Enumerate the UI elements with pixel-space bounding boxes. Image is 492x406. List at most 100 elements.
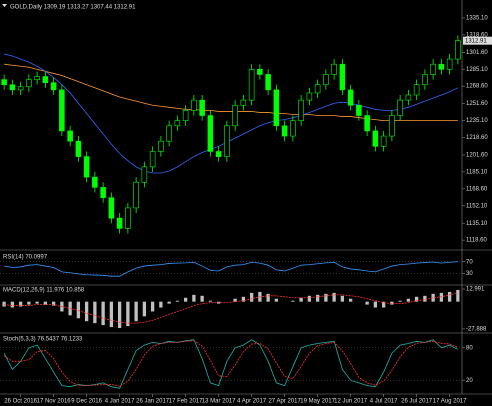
- panel-title: Stoch(5,3,3) 76.5437 76.1233: [3, 337, 83, 343]
- candle-body: [125, 207, 131, 229]
- y-tick-label: 1168.60: [466, 186, 488, 192]
- histogram-bar: [299, 297, 303, 302]
- histogram-bar: [43, 301, 48, 305]
- candle-body: [240, 99, 247, 106]
- histogram-bar: [10, 301, 15, 308]
- candle-body: [166, 125, 172, 142]
- candle-body: [232, 104, 238, 127]
- histogram-bar: [192, 294, 196, 302]
- candle-body: [17, 86, 24, 91]
- candle-body: [446, 58, 453, 70]
- indicator-line: [4, 292, 458, 324]
- histogram-bar: [183, 297, 188, 302]
- candle-body: [9, 84, 16, 91]
- histogram-bar: [233, 298, 237, 302]
- y-tick-label: 1268.60: [466, 84, 488, 90]
- indicator-line: [4, 261, 458, 277]
- histogram-bar: [142, 301, 147, 317]
- histogram-bar: [447, 291, 452, 302]
- histogram-bar: [423, 295, 427, 302]
- candle-body: [149, 151, 156, 168]
- x-tick-label: 13 Mar 2017: [202, 399, 236, 405]
- candle-body: [191, 99, 197, 111]
- candle-body: [298, 99, 304, 121]
- y-tick-label: 30: [466, 271, 473, 277]
- candle-body: [34, 76, 40, 80]
- candle-body: [323, 74, 329, 86]
- histogram-bar: [159, 301, 163, 308]
- histogram-bar: [332, 292, 336, 302]
- y-tick-label: 80: [466, 345, 473, 351]
- histogram-bar: [101, 301, 105, 326]
- candle-body: [141, 166, 148, 183]
- y-tick-label: 20: [466, 378, 473, 384]
- histogram-bar: [274, 298, 279, 302]
- candle-body: [364, 115, 370, 132]
- histogram-bar: [134, 301, 138, 322]
- histogram-bar: [200, 295, 204, 302]
- y-tick-label: 1285.10: [466, 67, 488, 73]
- menu-triangle: [2, 4, 7, 7]
- histogram-bar: [109, 301, 114, 328]
- histogram-bar: [84, 301, 89, 322]
- indicator-line: [4, 63, 458, 122]
- histogram-bar: [93, 301, 97, 324]
- candle-body: [413, 84, 420, 96]
- candle-body: [158, 140, 164, 152]
- histogram-bar: [414, 296, 419, 302]
- candle-body: [207, 115, 214, 152]
- x-tick-label: 9 Dec 2016: [71, 399, 102, 405]
- y-tick-label: 1118.60: [466, 238, 487, 244]
- candle-body: [26, 79, 32, 88]
- panel-title: MACD(12,26,9) 11.976 10.858: [3, 288, 85, 294]
- candle-body: [42, 76, 49, 83]
- histogram-bar: [406, 298, 411, 302]
- x-tick-label: 4 Apr 2017: [237, 399, 267, 405]
- histogram-bar: [76, 301, 81, 319]
- indicator-line: [3, 340, 459, 387]
- histogram-bar: [398, 300, 402, 302]
- candle-body: [281, 125, 288, 137]
- histogram-bar: [249, 292, 254, 302]
- x-tick-label: 26 Jul 2017: [401, 399, 433, 405]
- histogram-bar: [381, 301, 386, 308]
- candle-body: [100, 187, 106, 198]
- candle-body: [455, 40, 461, 60]
- indicator-line: [3, 339, 459, 389]
- histogram-bar: [35, 301, 39, 304]
- histogram-bar: [390, 301, 394, 305]
- x-tick-label: 26 Oct 2016: [4, 399, 37, 405]
- candle-body: [83, 156, 90, 178]
- candle-body: [182, 110, 189, 121]
- y-tick-label: 1135.10: [466, 221, 488, 227]
- candle-body: [116, 217, 123, 229]
- candle-body: [397, 99, 403, 116]
- x-tick-label: 4 Jul 2017: [370, 399, 398, 405]
- y-tick-label: 1301.60: [466, 50, 488, 56]
- candle-body: [108, 197, 115, 219]
- x-tick-label: 27 Apr 2017: [268, 399, 301, 405]
- candle-body: [273, 89, 280, 127]
- histogram-bar: [18, 301, 23, 307]
- candle-body: [331, 63, 337, 75]
- histogram-bar: [373, 301, 378, 308]
- histogram-bar: [241, 296, 246, 302]
- y-tick-label: -27.888: [466, 326, 487, 332]
- candle-body: [75, 140, 82, 157]
- candle-body: [50, 82, 57, 91]
- candle-body: [59, 89, 65, 132]
- candle-body: [430, 63, 436, 75]
- candle-body: [199, 99, 205, 116]
- panel-title: GOLD,Daily 1309.19 1313.27 1307.44 1312.…: [10, 5, 136, 11]
- y-tick-label: 1335.10: [466, 15, 488, 21]
- candle-body: [389, 115, 395, 137]
- x-tick-label: 4 Jan 2017: [105, 399, 135, 405]
- histogram-bar: [51, 301, 56, 306]
- histogram-bar: [2, 301, 6, 307]
- candle-body: [356, 104, 362, 116]
- candle-body: [372, 130, 379, 147]
- y-tick-label: 12.991: [466, 287, 485, 293]
- y-tick-label: 70: [466, 259, 473, 265]
- candle-body: [248, 69, 255, 101]
